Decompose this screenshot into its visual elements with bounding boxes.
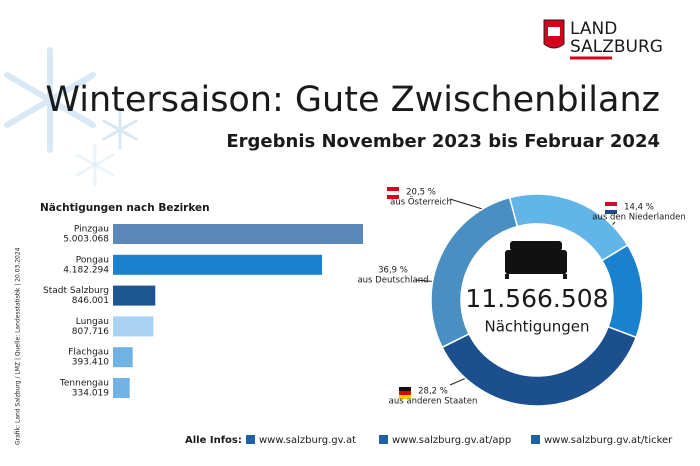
donut-value-label: 20,5 % (406, 188, 436, 198)
bar (113, 285, 156, 306)
bar-category: Flachgau (68, 348, 109, 358)
link-icon (379, 435, 388, 444)
donut-category: aus den Niederlanden (592, 213, 685, 223)
bar-value-label: 846.001 (72, 296, 109, 306)
bar-value-label: 334.019 (72, 389, 109, 399)
bar-value-label: 807.716 (72, 327, 109, 337)
bar-value-label: 4.182.294 (63, 265, 109, 275)
donut-category: aus Deutschland (357, 276, 428, 286)
footer-links: www.salzburg.gv.at www.salzburg.gv.at/app… (246, 435, 673, 446)
bar (113, 378, 130, 398)
donut-value-label: 28,2 % (418, 387, 448, 397)
footer-link[interactable]: www.salzburg.gv.at (259, 435, 356, 446)
logo-text: SALZBURG (570, 37, 663, 57)
bar-chart-title: Nächtigungen nach Bezirken (40, 202, 210, 214)
donut-category: aus Österreich (390, 197, 452, 208)
link-icon (531, 435, 540, 444)
bar (113, 316, 154, 337)
flags (386, 186, 618, 399)
bar-category: Lungau (76, 317, 109, 327)
bar (113, 224, 363, 244)
footer-label: Alle Infos: (185, 435, 242, 446)
snowflakes (4, 47, 138, 187)
bar-category: Pinzgau (74, 225, 109, 235)
footer-link[interactable]: www.salzburg.gv.at/ticker (544, 435, 673, 446)
donut-category: aus anderen Staaten (389, 397, 478, 407)
bar (113, 254, 322, 275)
donut-segment (430, 196, 519, 349)
logo: LAND SALZBURG (543, 19, 663, 60)
bar-category: Tennengau (59, 379, 109, 389)
donut-center-label: Nächtigungen (484, 318, 589, 336)
footer-link[interactable]: www.salzburg.gv.at/app (392, 435, 511, 446)
donut-value-label: 36,9 % (378, 266, 408, 276)
link-icon (246, 435, 255, 444)
bar-value-label: 393.410 (72, 358, 109, 368)
bar-category: Stadt Salzburg (43, 286, 109, 296)
bar-value-label: 5.003.068 (63, 235, 109, 245)
title: Wintersaison: Gute Zwischenbilanz (45, 80, 660, 120)
subtitle: Ergebnis November 2023 bis Februar 2024 (226, 131, 660, 152)
bar-category: Pongau (76, 255, 109, 265)
donut-hole (462, 225, 612, 375)
donut-value-label: 14,4 % (624, 203, 654, 213)
donut-total: 11.566.508 (465, 284, 608, 313)
bar (113, 347, 133, 368)
bed-icon (505, 241, 567, 279)
source: Grafik: Land Salzburg / LMZ | Quelle: La… (15, 247, 22, 445)
logo-text: LAND (570, 19, 617, 39)
